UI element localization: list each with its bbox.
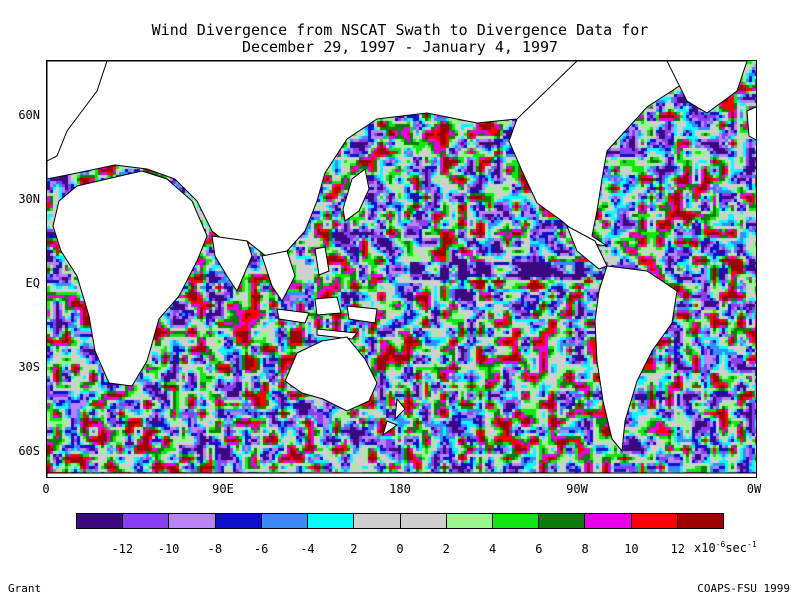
central-america-landmass <box>566 224 608 270</box>
antarctica-edge <box>47 472 756 477</box>
lon-label-0: 0 <box>42 482 50 496</box>
southeast-asia-landmass <box>261 250 296 302</box>
chart-title-line-2: December 29, 1997 - January 4, 1997 <box>241 38 559 56</box>
chart-title-line-1: Wind Divergence from NSCAT Swath to Dive… <box>151 21 649 39</box>
colorbar-swatch <box>169 514 216 528</box>
colorbar-swatch <box>354 514 401 528</box>
colorbar-tick-label: -6 <box>253 542 269 556</box>
colorbar-tick-label: 0 <box>396 542 404 556</box>
colorbar-units: x10-6sec-1 <box>694 540 757 555</box>
colorbar-swatch <box>308 514 355 528</box>
lat-label-60n: 60N <box>18 108 40 122</box>
new-zealand-islands <box>382 397 406 437</box>
colorbar-tick-label: 4 <box>488 542 497 556</box>
australia-landmass <box>284 336 378 412</box>
colorbar-swatch <box>585 514 632 528</box>
colorbar-swatch <box>492 514 540 528</box>
lat-label-30s: 30S <box>18 360 40 374</box>
japan-islands <box>342 168 370 222</box>
colorbar-swatch <box>261 514 309 528</box>
footer-credit: COAPS-FSU 1999 <box>697 582 790 595</box>
colorbar <box>76 513 724 529</box>
africa-landmass <box>52 170 208 387</box>
colorbar-swatch <box>123 514 170 528</box>
uk-islands <box>746 106 756 141</box>
philippines-islands <box>314 246 330 276</box>
land-mask <box>47 61 756 477</box>
colorbar-tick-label: 2 <box>350 542 358 556</box>
colorbar-tick-label: -8 <box>207 542 223 556</box>
colorbar-tick-label: 12 <box>670 542 685 556</box>
lon-label-0w: 0W <box>746 482 762 496</box>
colorbar-swatch <box>215 514 262 528</box>
colorbar-swatch <box>400 514 447 528</box>
lat-label-eq: EQ <box>25 276 40 290</box>
colorbar-tick-label: -4 <box>300 542 315 556</box>
lon-label-90w: 90W <box>566 482 588 496</box>
colorbar-tick-label: -10 <box>157 542 180 556</box>
colorbar-swatch <box>677 514 724 528</box>
footer-author: Grant <box>8 582 42 595</box>
india-landmass <box>211 235 253 293</box>
lat-label-60s: 60S <box>18 444 40 458</box>
units-suffix: sec <box>725 541 748 555</box>
map-panel <box>46 60 757 478</box>
colorbar-tick-label: 8 <box>581 542 589 556</box>
units-exponent: -6 <box>715 540 726 549</box>
colorbar-tick-label: -12 <box>111 542 134 556</box>
colorbar-swatch <box>631 514 678 528</box>
south-america-landmass <box>594 265 678 453</box>
colorbar-tick-label: 6 <box>535 542 543 556</box>
colorbar-tick-label: 10 <box>624 542 639 556</box>
units-suffix-exponent: -1 <box>747 540 757 549</box>
greenland-landmass <box>666 61 748 114</box>
colorbar-swatch <box>77 514 124 528</box>
colorbar-swatch <box>446 514 493 528</box>
colorbar-tick-label: 2 <box>442 542 450 556</box>
indonesia-islands <box>276 296 378 340</box>
units-prefix: x10 <box>694 541 716 555</box>
lon-label-90e: 90E <box>212 482 234 496</box>
europe-landmass <box>47 61 108 162</box>
lat-label-30n: 30N <box>18 192 40 206</box>
lon-label-180: 180 <box>389 482 411 496</box>
colorbar-swatch <box>539 514 586 528</box>
